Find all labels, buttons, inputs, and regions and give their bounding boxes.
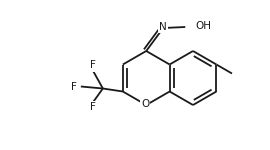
Text: F: F [71,81,77,92]
Text: N: N [159,21,167,32]
Text: F: F [90,102,96,112]
Text: O: O [141,99,149,109]
Text: OH: OH [195,21,211,31]
Text: F: F [90,60,96,70]
